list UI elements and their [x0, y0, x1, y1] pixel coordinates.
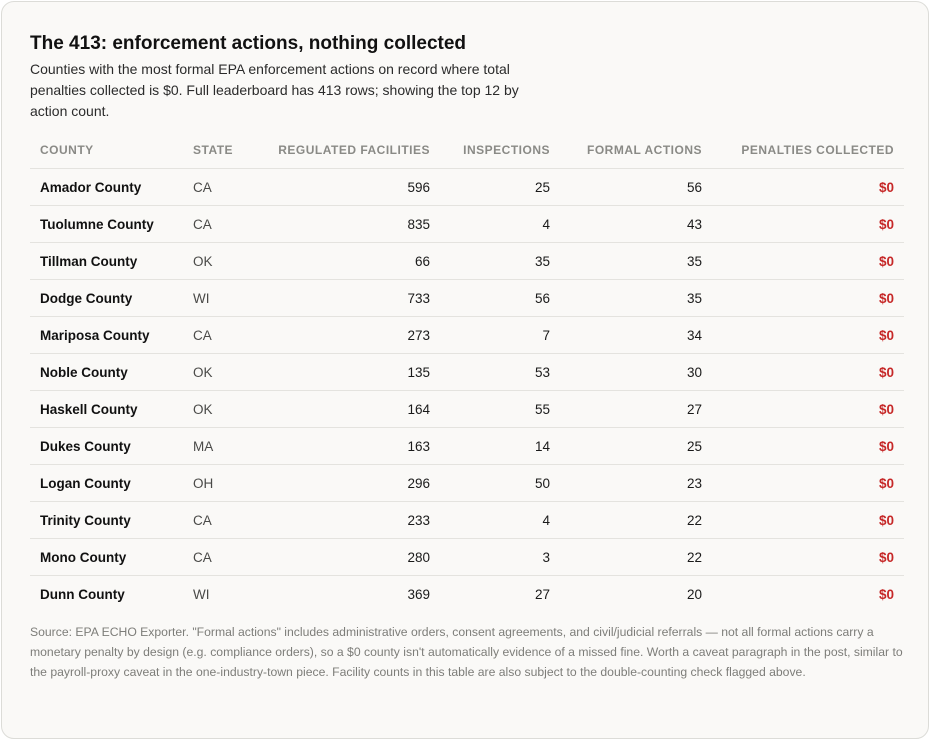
cell-penalties-collected: $0 — [712, 316, 904, 354]
leaderboard-table: COUNTY STATE REGULATED FACILITIES INSPEC… — [30, 132, 904, 612]
cell-formal-actions: 25 — [560, 427, 712, 465]
cell-county: Trinity County — [30, 501, 183, 539]
cell-inspections: 4 — [440, 501, 560, 539]
cell-regulated-facilities: 369 — [407, 586, 430, 602]
cell-penalties-collected: $0 — [712, 168, 904, 206]
cell-formal-actions: 20 — [686, 586, 702, 602]
cell-inspections: 25 — [440, 168, 560, 206]
cell-formal-actions: 43 — [560, 205, 712, 243]
table-row: Noble County OK 135 53 30 $0 — [30, 353, 904, 391]
cell-penalties-collected: $0 — [712, 242, 904, 280]
table-row: Dunn County WI 369 27 20 $0 — [30, 576, 904, 613]
cell-state: OK — [183, 353, 263, 391]
cell-state: OH — [183, 464, 263, 502]
column-header-inspections: INSPECTIONS — [440, 132, 560, 169]
cell-county: Tillman County — [30, 242, 183, 280]
cell-formal-actions: 30 — [560, 353, 712, 391]
cell-penalties-collected: $0 — [712, 427, 904, 465]
cell-inspections: 53 — [440, 353, 560, 391]
cell-regulated-facilities: 733 — [263, 279, 440, 317]
cell-inspections: 55 — [440, 390, 560, 428]
card-subtitle: Counties with the most formal EPA enforc… — [30, 61, 519, 119]
cell-county: Amador County — [30, 168, 183, 206]
cell-regulated-facilities: 280 — [263, 538, 440, 576]
cell-penalties-collected: $0 — [878, 586, 894, 602]
cell-state: WI — [193, 586, 210, 602]
cell-county: Haskell County — [30, 390, 183, 428]
cell-state: CA — [183, 538, 263, 576]
cell-inspections: 14 — [440, 427, 560, 465]
cell-formal-actions: 27 — [560, 390, 712, 428]
cell-penalties-collected: $0 — [712, 538, 904, 576]
cell-penalties-collected: $0 — [712, 279, 904, 317]
cell-state: CA — [183, 316, 263, 354]
cell-formal-actions: 22 — [560, 538, 712, 576]
cell-county: Logan County — [30, 464, 183, 502]
cell-county: Dodge County — [30, 279, 183, 317]
table-header-row: COUNTY STATE REGULATED FACILITIES INSPEC… — [30, 132, 904, 169]
cell-regulated-facilities: 66 — [263, 242, 440, 280]
cell-regulated-facilities: 163 — [263, 427, 440, 465]
cell-state: OK — [183, 390, 263, 428]
cell-regulated-facilities: 164 — [263, 390, 440, 428]
cell-inspections: 7 — [440, 316, 560, 354]
cell-state: CA — [183, 205, 263, 243]
cell-formal-actions: 23 — [560, 464, 712, 502]
cell-penalties-collected: $0 — [712, 205, 904, 243]
cell-state: CA — [183, 168, 263, 206]
table-row: Amador County CA 596 25 56 $0 — [30, 168, 904, 206]
cell-formal-actions: 56 — [560, 168, 712, 206]
cell-state: OK — [183, 242, 263, 280]
cell-regulated-facilities: 596 — [263, 168, 440, 206]
cell-state: WI — [183, 279, 263, 317]
cell-county: Dunn County — [40, 586, 125, 602]
cell-inspections: 56 — [440, 279, 560, 317]
table-row: Trinity County CA 233 4 22 $0 — [30, 501, 904, 539]
table-row: Tuolumne County CA 835 4 43 $0 — [30, 205, 904, 243]
cell-formal-actions: 35 — [560, 279, 712, 317]
cell-regulated-facilities: 835 — [263, 205, 440, 243]
cell-inspections: 3 — [440, 538, 560, 576]
cell-inspections: 4 — [440, 205, 560, 243]
table-row: Dodge County WI 733 56 35 $0 — [30, 279, 904, 317]
cell-regulated-facilities: 273 — [263, 316, 440, 354]
cell-formal-actions: 22 — [560, 501, 712, 539]
column-header-state: STATE — [183, 132, 263, 169]
cell-state: CA — [183, 501, 263, 539]
source-footnote: Source: EPA ECHO Exporter. "Formal actio… — [30, 625, 903, 679]
table-row: Mono County CA 280 3 22 $0 — [30, 538, 904, 576]
cell-regulated-facilities: 296 — [263, 464, 440, 502]
cell-county: Dukes County — [30, 427, 183, 465]
cell-state: MA — [183, 427, 263, 465]
cell-penalties-collected: $0 — [712, 390, 904, 428]
column-header-formal-actions: FORMAL ACTIONS — [560, 132, 712, 169]
cell-formal-actions: 35 — [560, 242, 712, 280]
table-row: Mariposa County CA 273 7 34 $0 — [30, 316, 904, 354]
cell-county: Mono County — [30, 538, 183, 576]
cell-penalties-collected: $0 — [712, 353, 904, 391]
cell-county: Noble County — [30, 353, 183, 391]
column-header-regulated-facilities: REGULATED FACILITIES — [263, 132, 440, 169]
cell-county: Mariposa County — [30, 316, 183, 354]
card-title: The 413: enforcement actions, nothing co… — [30, 33, 467, 54]
cell-regulated-facilities: 233 — [263, 501, 440, 539]
table-body: Amador County CA 596 25 56 $0 Tuolumne C… — [30, 168, 904, 613]
cell-regulated-facilities: 135 — [263, 353, 440, 391]
column-header-penalties-collected: PENALTIES COLLECTED — [712, 132, 904, 169]
table-row: Logan County OH 296 50 23 $0 — [30, 464, 904, 502]
table-row: Dukes County MA 163 14 25 $0 — [30, 427, 904, 465]
cell-penalties-collected: $0 — [712, 501, 904, 539]
cell-inspections: 27 — [534, 586, 550, 602]
cell-formal-actions: 34 — [560, 316, 712, 354]
cell-inspections: 50 — [440, 464, 560, 502]
table-row: Tillman County OK 66 35 35 $0 — [30, 242, 904, 280]
cell-penalties-collected: $0 — [712, 464, 904, 502]
cell-county: Tuolumne County — [30, 205, 183, 243]
table-row: Haskell County OK 164 55 27 $0 — [30, 390, 904, 428]
cell-inspections: 35 — [440, 242, 560, 280]
column-header-county: COUNTY — [30, 132, 183, 169]
